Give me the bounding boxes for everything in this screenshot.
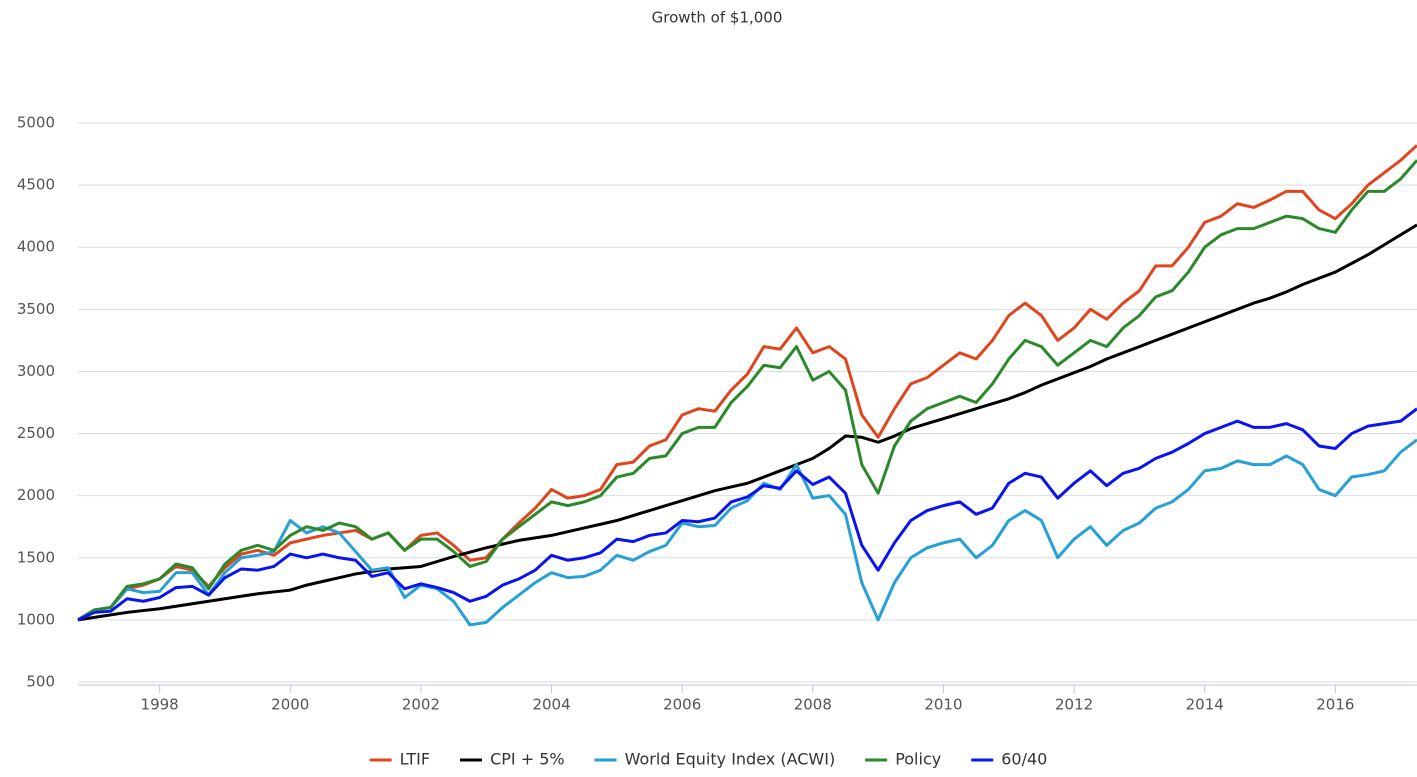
legend-label: CPI + 5%	[490, 750, 565, 769]
y-tick-label: 2500	[17, 424, 55, 442]
x-tick-label: 2014	[1186, 696, 1224, 714]
y-tick-label: 3000	[17, 362, 55, 380]
line-series	[77, 407, 1417, 622]
legend-label: Policy	[895, 750, 941, 769]
legend-label: LTIF	[400, 750, 430, 769]
line-series	[77, 223, 1417, 622]
y-tick-label: 1500	[17, 548, 55, 566]
line-series	[77, 159, 1417, 622]
y-tick-label: 2000	[17, 486, 55, 504]
legend-label: 60/40	[1001, 750, 1047, 769]
x-tick-label: 2004	[532, 696, 570, 714]
y-tick-label: 5000	[17, 114, 55, 132]
x-tick-label: 2000	[271, 696, 309, 714]
y-tick-label: 500	[26, 673, 55, 691]
chart-title: Growth of $1,000	[652, 9, 783, 27]
y-tick-label: 4000	[17, 238, 55, 256]
x-tick-label: 2008	[794, 696, 832, 714]
x-tick-label: 2002	[402, 696, 440, 714]
legend-label: World Equity Index (ACWI)	[625, 750, 836, 769]
line-series	[77, 144, 1417, 622]
line-series	[77, 438, 1417, 627]
x-tick-label: 2006	[663, 696, 701, 714]
legend: LTIF CPI + 5% World Equity Index (ACWI) Pol…	[369, 750, 1047, 769]
y-tick-label: 1000	[17, 610, 55, 628]
x-tick-label: 2016	[1316, 696, 1354, 714]
y-tick-label: 4500	[17, 176, 55, 194]
x-tick-label: 2010	[924, 696, 962, 714]
x-tick-label: 2012	[1055, 696, 1093, 714]
y-tick-label: 3500	[17, 300, 55, 318]
x-tick-label: 1998	[141, 696, 179, 714]
